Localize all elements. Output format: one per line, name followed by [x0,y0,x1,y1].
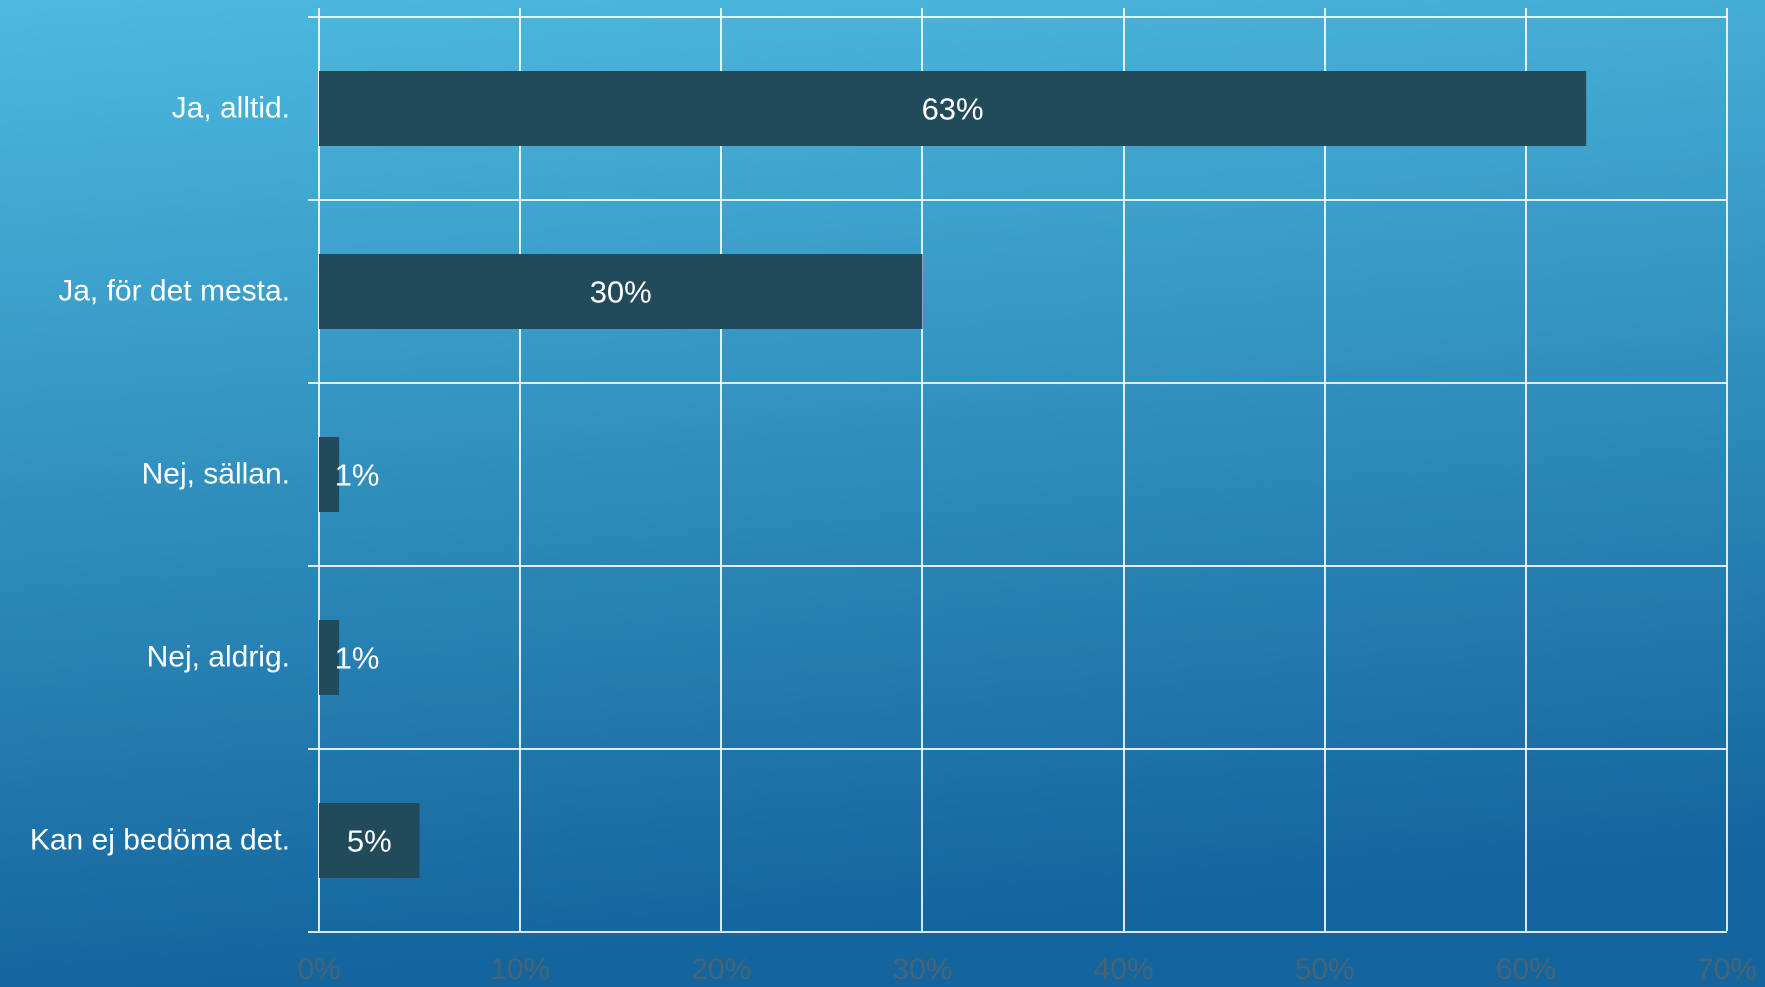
x-tick-label-1: 10% [490,953,550,986]
value-label-0: 63% [922,92,984,127]
x-tick-label-0: 0% [297,953,340,986]
category-label-4: Kan ej bedöma det. [30,823,290,856]
category-label-0: Ja, alltid. [172,91,290,124]
category-label-3: Nej, aldrig. [147,640,290,673]
bar-0 [319,71,1587,146]
value-label-3: 1% [335,641,380,676]
x-tick-label-3: 30% [892,953,952,986]
bar-2 [319,437,340,512]
bar-3 [319,620,340,695]
x-tick-label-2: 20% [691,953,751,986]
x-tick-label-4: 40% [1094,953,1154,986]
value-label-4: 5% [347,824,392,859]
x-tick-label-6: 60% [1496,953,1556,986]
category-label-2: Nej, sällan. [142,457,290,490]
x-tick-label-5: 50% [1295,953,1355,986]
value-label-2: 1% [335,458,380,493]
bar-4 [319,803,420,878]
labels: Ja, alltid. 63% Ja, för det mesta. 30% Nej, … [30,91,1757,986]
category-label-1: Ja, för det mesta. [58,274,290,307]
x-tick-label-7: 70% [1697,953,1757,986]
bar-1 [319,254,923,329]
bars [319,71,1587,878]
value-label-1: 30% [590,275,652,310]
grid [308,8,1728,933]
